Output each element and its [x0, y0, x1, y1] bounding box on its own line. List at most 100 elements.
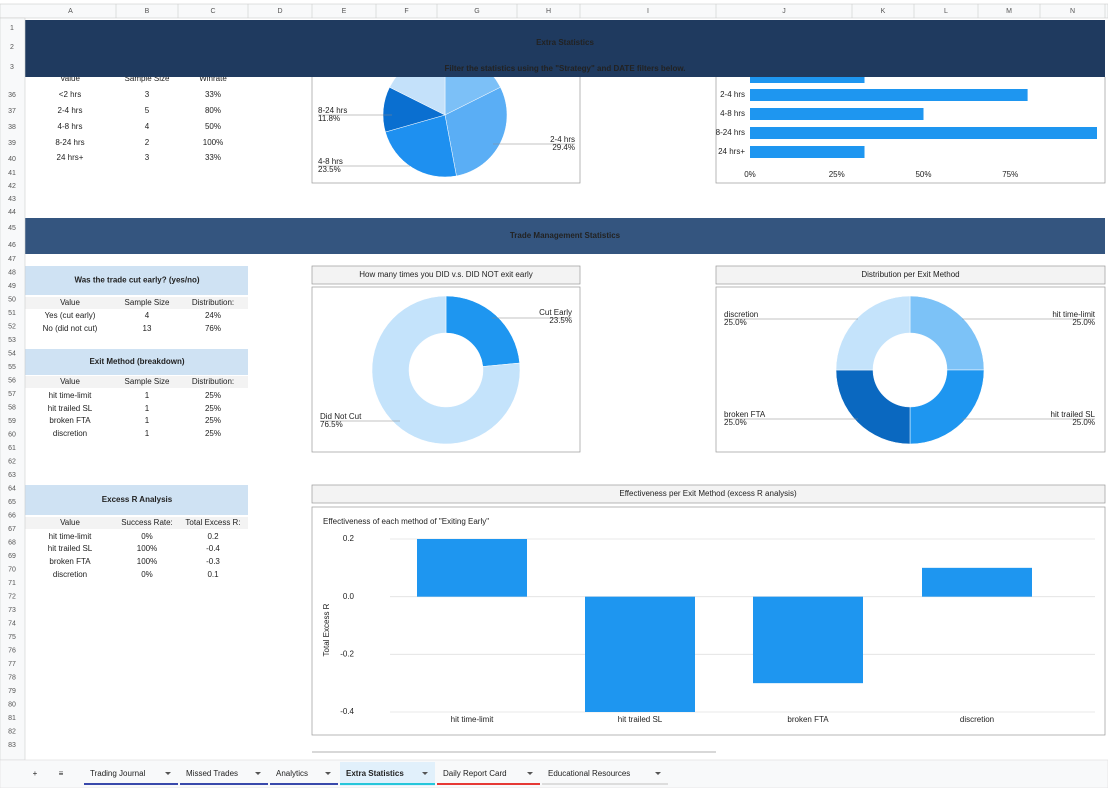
table-cell: 24%	[205, 311, 221, 320]
column-letter: H	[546, 8, 551, 15]
table-cell: broken FTA	[49, 557, 91, 566]
row-number: 51	[8, 310, 16, 317]
table-cell: 1	[145, 429, 150, 438]
table-header-row	[25, 376, 248, 388]
x-tick-label: 25%	[829, 170, 845, 179]
pie-slice	[835, 369, 911, 445]
pie-slice	[385, 114, 457, 178]
table-cell: 5	[145, 106, 150, 115]
row-number: 52	[8, 323, 16, 330]
row-number: 74	[8, 620, 16, 627]
row-number: 40	[8, 156, 16, 163]
row-number: 44	[8, 209, 16, 216]
row-number: 72	[8, 593, 16, 600]
table-cell: discretion	[53, 429, 87, 438]
table-header: Value	[60, 298, 80, 307]
tab-color	[542, 783, 668, 785]
row-number: 54	[8, 350, 16, 357]
chart-box-title: Distribution per Exit Method	[861, 270, 959, 279]
sheet-tab[interactable]: Trading Journal	[84, 769, 178, 785]
tab-dropdown	[165, 772, 171, 775]
column-letter: A	[68, 8, 73, 15]
bar	[750, 127, 1097, 139]
row-number: 77	[8, 661, 16, 668]
y-tick-label: 0.0	[343, 592, 355, 601]
column-headers: A B C D E F G H I J K L M N	[0, 3, 1108, 19]
table-cell: 0%	[141, 532, 153, 541]
x-tick-label: 75%	[1002, 170, 1018, 179]
x-tick-label: discretion	[960, 715, 994, 724]
row-number: 45	[8, 225, 16, 232]
tab-dropdown	[655, 772, 661, 775]
category-label: 2-4 hrs	[720, 90, 745, 99]
table-cell: 1	[145, 416, 150, 425]
chart-title-box	[311, 484, 1106, 504]
table-header: Success Rate:	[121, 518, 173, 527]
slice-value: 25.0%	[724, 318, 747, 327]
sheet-tab[interactable]: Educational Resources	[542, 769, 668, 785]
tab-color	[437, 783, 540, 785]
slice-value: 76.5%	[320, 420, 343, 429]
tab-label: Missed Trades	[186, 769, 238, 778]
table-cell: 50%	[205, 122, 221, 131]
sheet-tab[interactable]: Daily Report Card	[437, 769, 540, 785]
row-number: 81	[8, 715, 16, 722]
tab-label: Educational Resources	[548, 769, 630, 778]
table-cell: 33%	[205, 90, 221, 99]
row-number: 80	[8, 701, 16, 708]
table-cell: 3	[145, 153, 150, 162]
column-letter: K	[881, 8, 886, 15]
bar	[750, 108, 924, 120]
table-cell: 2	[145, 138, 150, 147]
row-number: 63	[8, 472, 16, 479]
x-tick-label: hit trailed SL	[618, 715, 663, 724]
chart-box-title: Effectiveness per Exit Method (excess R …	[619, 489, 797, 498]
table-cell: 3	[145, 90, 150, 99]
bar-frame	[715, 77, 1106, 184]
column-letter: E	[342, 8, 347, 15]
row-number: 2	[10, 44, 14, 51]
category-label: 8-24 hrs	[716, 128, 745, 137]
chart-title-box	[715, 265, 1106, 285]
tab-dropdown	[325, 772, 331, 775]
add-sheet-button[interactable]: +	[33, 769, 38, 778]
column-letter: F	[404, 8, 408, 15]
row-number: 47	[8, 256, 16, 263]
row-number: 69	[8, 553, 16, 560]
tab-color	[340, 783, 435, 785]
table-title-cell	[25, 485, 248, 515]
sheet-subtitle: Filter the statistics using the "Strateg…	[445, 64, 686, 73]
pie-slice	[909, 369, 985, 445]
table-cell: hit time-limit	[49, 532, 92, 541]
pie-slice	[444, 86, 508, 177]
row-number: 46	[8, 242, 16, 249]
pie-slice	[835, 295, 911, 371]
table-cell: No (did not cut)	[43, 324, 98, 333]
table-header: Distribution:	[192, 298, 234, 307]
row-numbers: 1 2 3 36 37 38 39 40 41 42 43 44 45 46 47 48 49 50 51 52 53 5…	[0, 17, 26, 761]
sheet-tab[interactable]: Extra Statistics	[340, 762, 435, 786]
active-tab-bg	[340, 762, 435, 786]
tab-color	[270, 783, 338, 785]
row-number: 48	[8, 269, 16, 276]
table-header: Value	[60, 518, 80, 527]
table-cell: 8-24 hrs	[55, 138, 84, 147]
table-cell: 24 hrs+	[57, 153, 84, 162]
table-cell: 13	[143, 324, 152, 333]
table-cell: 100%	[137, 544, 157, 553]
sheet-tab[interactable]: Analytics	[270, 769, 338, 785]
table-header-row	[25, 297, 248, 309]
row-number: 71	[8, 580, 16, 587]
column-letter: L	[944, 8, 948, 15]
slice-label: discretion	[724, 310, 758, 319]
x-tick-label: broken FTA	[787, 715, 829, 724]
row-number: 59	[8, 418, 16, 425]
tab-bar: + ≡ Trading Journal Missed Trades Analytics E…	[0, 759, 1108, 788]
tab-dropdown	[255, 772, 261, 775]
chart-title-box	[311, 265, 581, 285]
sheet-tab[interactable]: Missed Trades	[180, 769, 268, 785]
slice-value: 25.0%	[724, 418, 747, 427]
all-sheets-button[interactable]: ≡	[59, 769, 64, 778]
row-number: 53	[8, 337, 16, 344]
row-number: 39	[8, 140, 16, 147]
